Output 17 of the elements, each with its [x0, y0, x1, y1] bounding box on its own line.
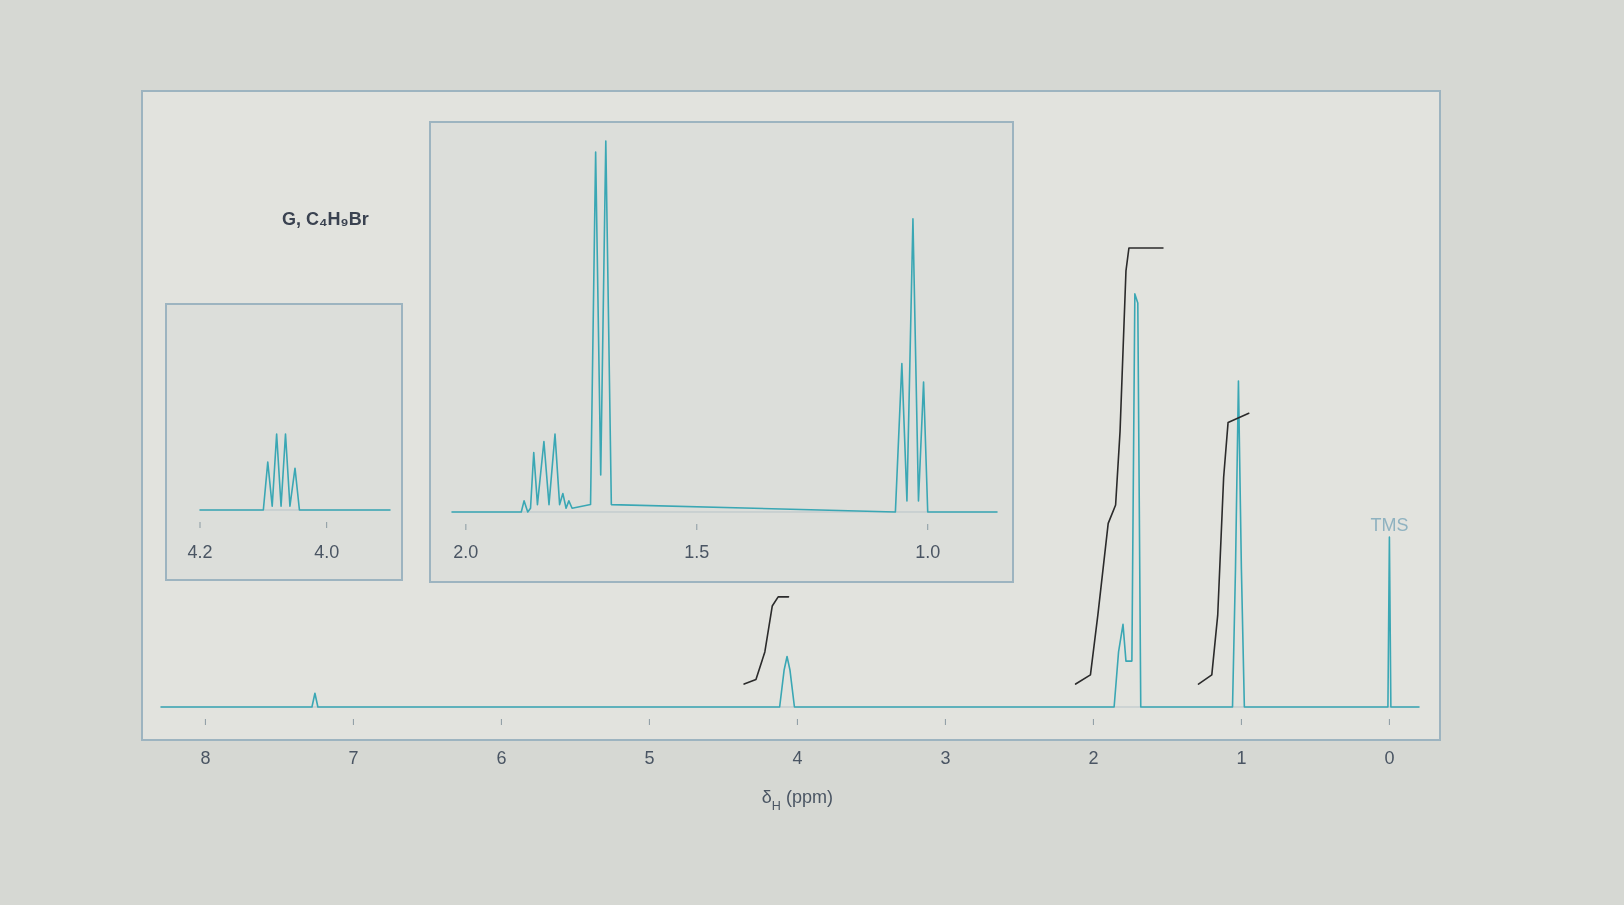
- chart-title: G, C₄H₉Br: [282, 209, 369, 229]
- x-tick-label: 1: [1236, 748, 1247, 768]
- x-tick-label: 4: [792, 748, 803, 768]
- x-tick-label: 2.0: [453, 542, 479, 562]
- x-tick-label: 5: [644, 748, 655, 768]
- x-tick-label: 1.5: [684, 542, 710, 562]
- x-tick-label: 3: [940, 748, 951, 768]
- x-tick-label: 6: [496, 748, 507, 768]
- x-tick-label: 1.0: [915, 542, 941, 562]
- x-tick-label: 8: [200, 748, 211, 768]
- annotation: TMS: [1370, 515, 1409, 536]
- x-tick-label: 4.0: [314, 542, 340, 562]
- x-tick-label: 0: [1384, 748, 1395, 768]
- x-tick-label: 2: [1088, 748, 1099, 768]
- x-tick-label: 4.2: [187, 542, 213, 562]
- x-axis-title: δ$_{H}$ (ppm): [761, 787, 833, 813]
- x-tick-label: 7: [348, 748, 359, 768]
